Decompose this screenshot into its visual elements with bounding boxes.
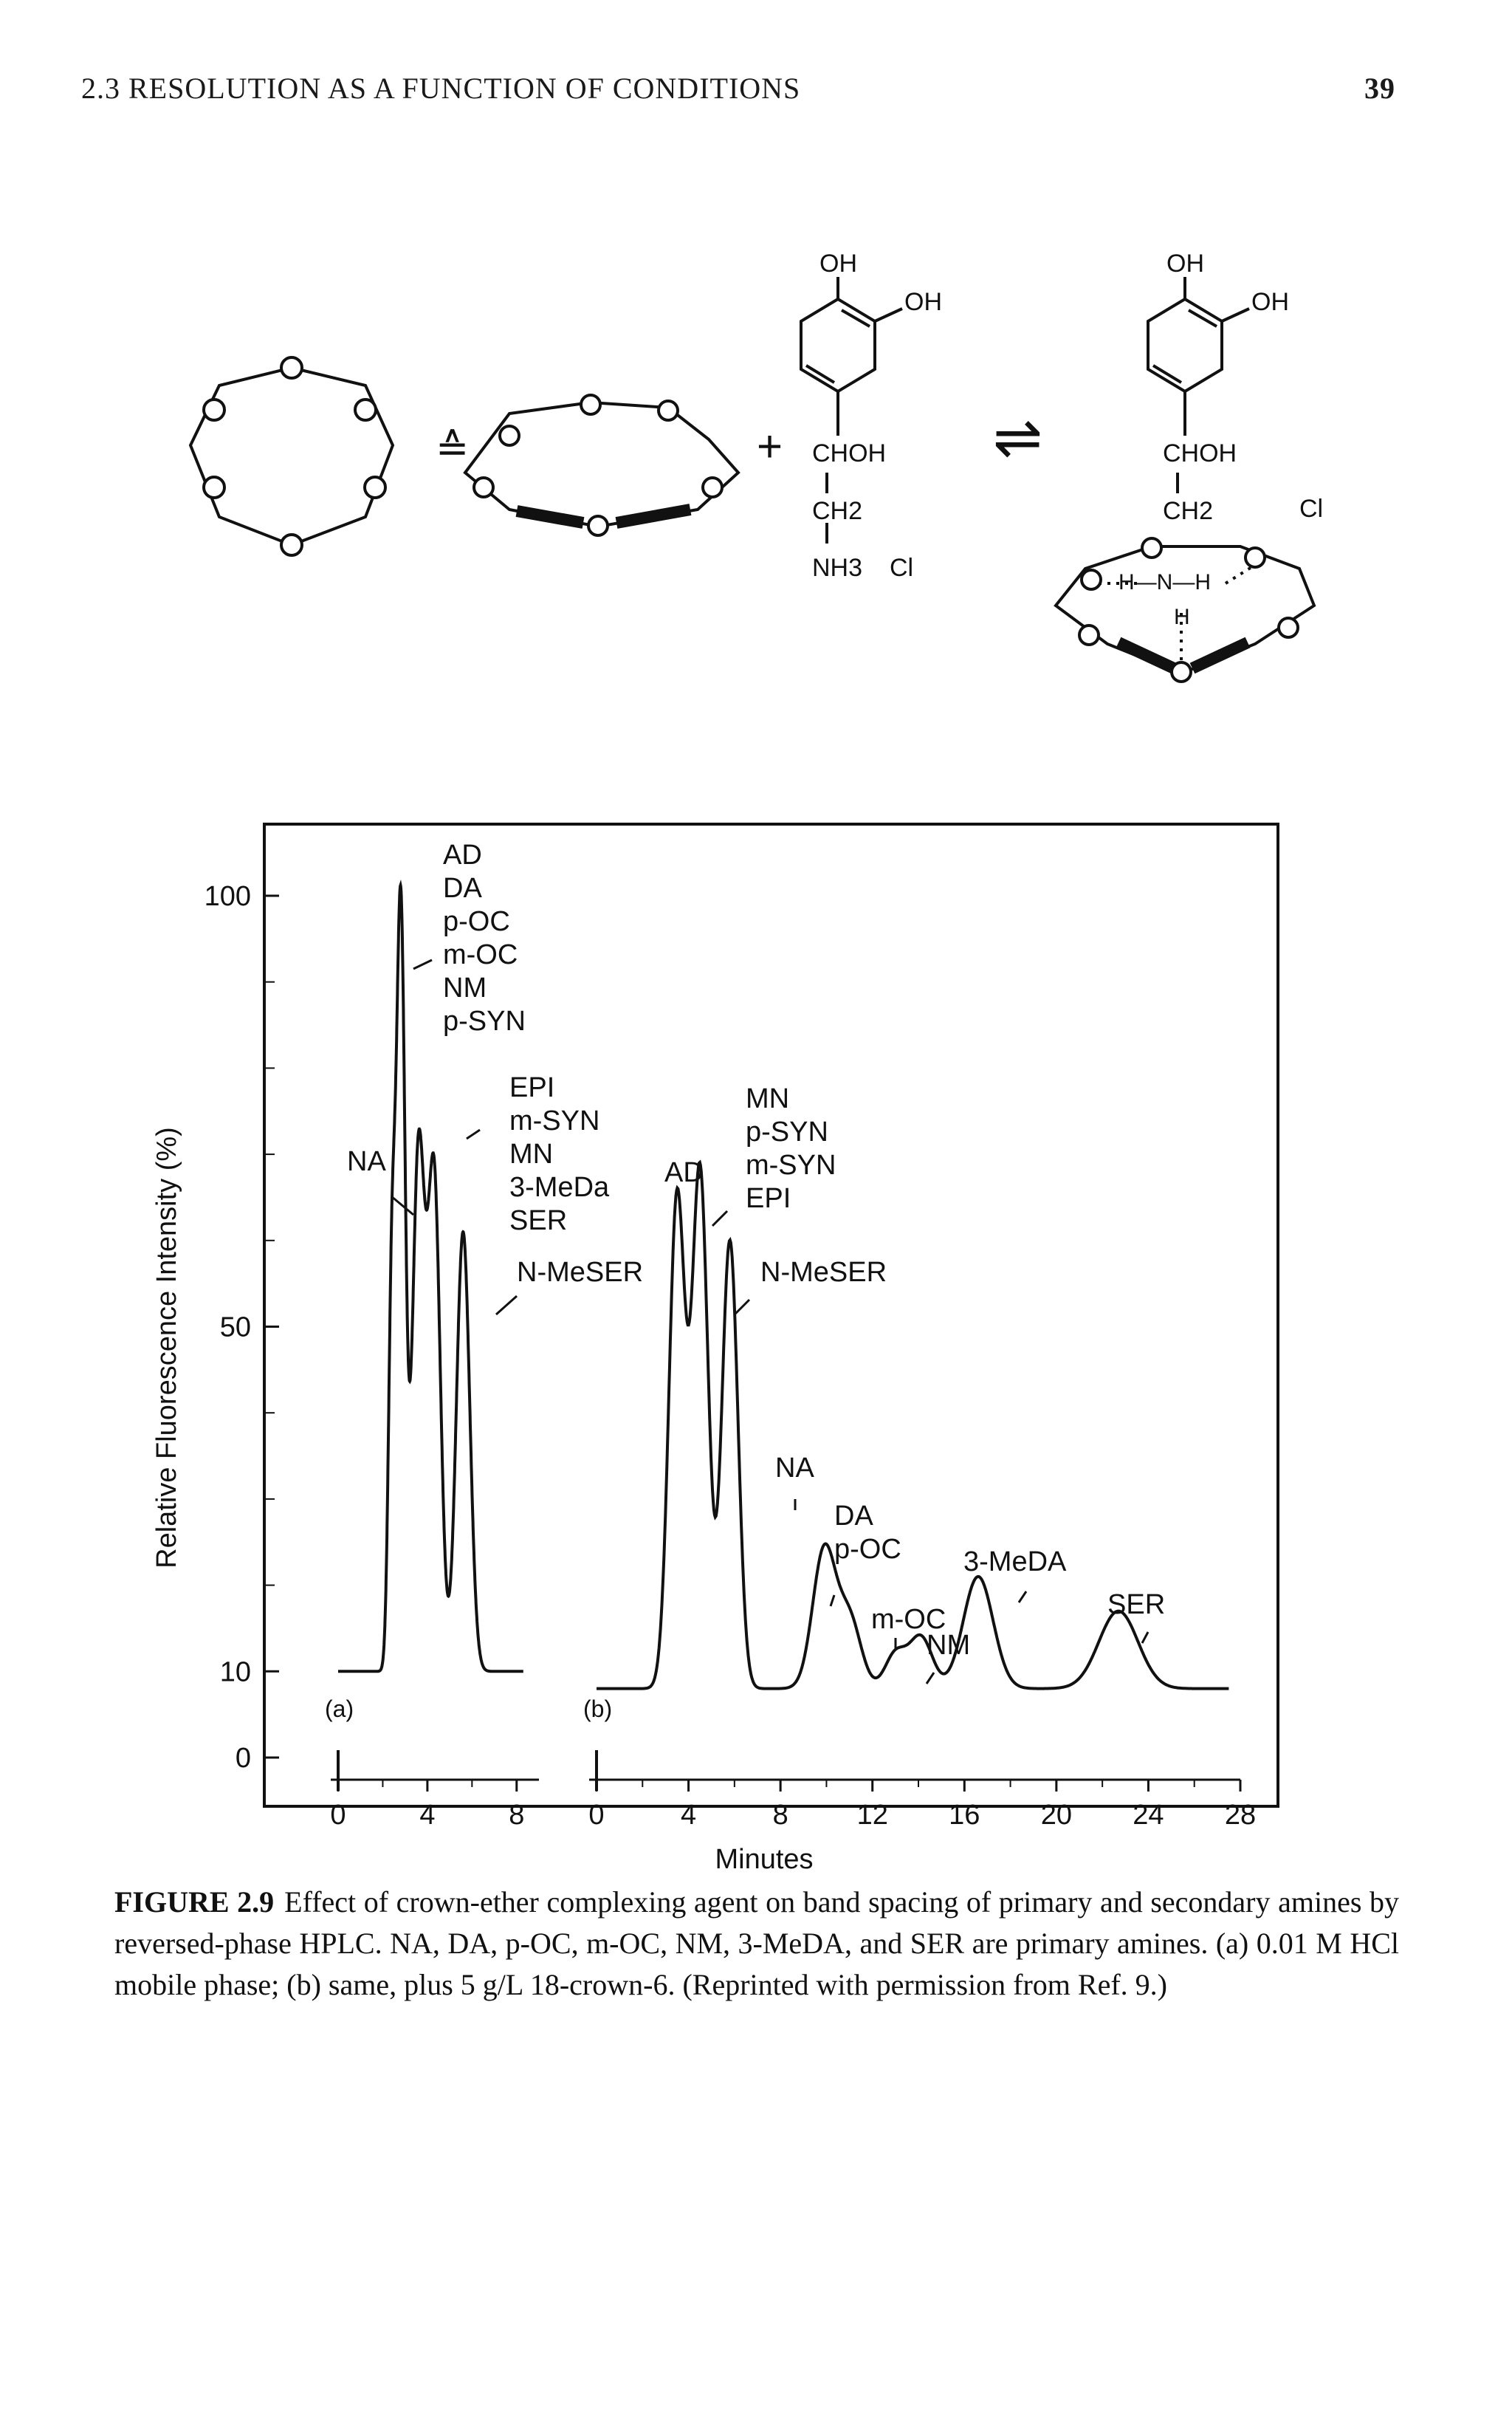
x-tick-label: 4: [419, 1800, 435, 1831]
peak-annotation: MN: [509, 1139, 553, 1170]
chromatogram-trace: [597, 1159, 1229, 1690]
crown-ether-ring-icon: [188, 356, 395, 557]
x-tick-label: 0: [330, 1800, 346, 1831]
x-tick-label: 24: [1133, 1800, 1164, 1831]
reactant-cl: Cl: [890, 554, 913, 582]
annotation-leader: [733, 1298, 751, 1316]
x-tick-label: 4: [681, 1800, 696, 1831]
x-axis-label: Minutes: [715, 1844, 813, 1875]
equivalence-symbol: ≙: [436, 426, 469, 470]
peak-annotation: m-SYN: [746, 1150, 836, 1181]
reactant-choh: CHOH: [812, 439, 886, 467]
peak-annotation: p-SYN: [746, 1117, 828, 1148]
x-tick-label: 8: [509, 1800, 524, 1831]
peak-annotation: EPI: [746, 1183, 791, 1214]
panel-label: (b): [583, 1696, 612, 1722]
y-axis: 0 10 50 100: [205, 881, 279, 1774]
x-tick-label: 20: [1041, 1800, 1072, 1831]
caption-text: Effect of crown-ether complexing agent o…: [114, 1885, 1399, 2001]
reactant-oh-side: OH: [904, 288, 942, 316]
chromatogram-trace: [338, 880, 523, 1673]
complex-catechol-ring-icon: [1147, 277, 1250, 493]
annotation-leader: [391, 1195, 414, 1216]
complex-oh-side: OH: [1251, 288, 1289, 316]
annotation-leader: [1141, 1631, 1150, 1644]
peak-annotation: 3-MeDa: [509, 1172, 610, 1203]
figure-caption: FIGURE 2.9 Effect of crown-ether complexi…: [114, 1882, 1399, 2006]
peak-annotation: DA: [443, 873, 482, 904]
figure-label: FIGURE 2.9: [114, 1885, 275, 1919]
peak-annotation: SER: [509, 1205, 567, 1236]
peak-annotation: AD: [664, 1157, 704, 1188]
complex-ammonium: H—N—H: [1118, 570, 1211, 594]
peak-annotation: AD: [443, 840, 482, 871]
peak-annotation: p-OC: [443, 906, 510, 937]
complex-choh: CHOH: [1163, 439, 1237, 467]
annotation-leader: [466, 1128, 481, 1140]
complex-cl: Cl: [1299, 495, 1323, 523]
peak-annotation: MN: [746, 1083, 789, 1114]
annotation-leader: [413, 959, 433, 970]
peak-annotation: NA: [775, 1453, 814, 1484]
annotation-leader: [495, 1295, 518, 1316]
peak-annotation: NM: [927, 1630, 970, 1661]
reactant-oh-top: OH: [819, 250, 857, 278]
complexed-crown-icon: [1054, 537, 1316, 683]
peak-annotation: DA: [834, 1501, 873, 1532]
chromatogram-chart: Relative Fluorescence Intensity (%) Minu…: [151, 823, 1279, 1875]
x-tick-label: 12: [857, 1800, 888, 1831]
x-tick-label: 16: [949, 1800, 980, 1831]
complex-h-bottom: H: [1174, 605, 1190, 629]
reactant-nh3: NH3: [812, 554, 862, 582]
plot-frame: [263, 823, 1279, 1808]
annotation-leader: [925, 1672, 935, 1684]
annotation-leader: [829, 1594, 836, 1607]
x-tick-label: 28: [1225, 1800, 1256, 1831]
annotation-leader: [1017, 1591, 1028, 1603]
peak-annotation: m-OC: [871, 1604, 946, 1635]
peak-annotation: m-SYN: [509, 1105, 599, 1136]
peak-annotation: NM: [443, 973, 487, 1004]
peak-annotation: 3-MeDA: [963, 1546, 1067, 1577]
y-tick-label: 50: [220, 1312, 251, 1343]
plus-symbol: +: [757, 422, 783, 471]
catechol-ring-icon: [800, 277, 903, 544]
peak-annotation: m-OC: [443, 939, 518, 970]
peak-annotation: EPI: [509, 1072, 554, 1103]
y-tick-label: 10: [220, 1656, 251, 1687]
annotation-leader: [711, 1210, 729, 1227]
page-number: 39: [1364, 72, 1395, 105]
y-tick-label: 0: [236, 1743, 251, 1774]
peak-annotation: NA: [347, 1146, 386, 1177]
complex-ch2: CH2: [1163, 497, 1213, 525]
complex-oh-top: OH: [1166, 250, 1204, 278]
panel-label: (a): [325, 1696, 354, 1722]
y-axis-label: Relative Fluorescence Intensity (%): [151, 1127, 182, 1569]
y-tick-label: 100: [205, 881, 251, 912]
peak-annotation: N-MeSER: [517, 1257, 643, 1288]
crown-ether-perspective-icon: [463, 394, 740, 537]
crown-ether-scheme: ≙ + ⇌ OH OH CHOH CH2 NH3 Cl OH OH CHOH C…: [188, 250, 1323, 683]
section-title: 2.3 RESOLUTION AS A FUNCTION OF CONDITIO…: [81, 72, 801, 105]
equilibrium-symbol: ⇌: [993, 405, 1042, 470]
peak-annotation: p-OC: [834, 1534, 901, 1565]
peak-annotation: SER: [1107, 1589, 1165, 1620]
peak-annotation: N-MeSER: [760, 1257, 887, 1288]
x-tick-label: 0: [588, 1800, 604, 1831]
x-tick-label: 8: [773, 1800, 788, 1831]
reactant-ch2: CH2: [812, 497, 862, 525]
peak-annotation: p-SYN: [443, 1006, 526, 1037]
